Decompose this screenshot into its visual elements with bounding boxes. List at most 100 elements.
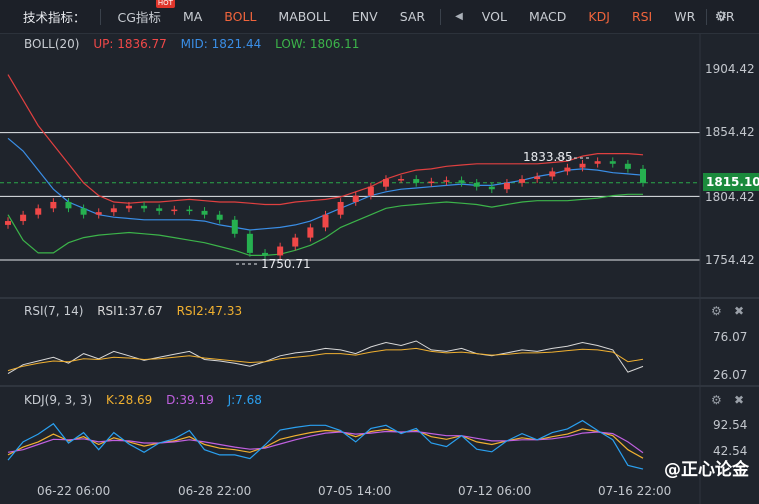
candle-body [640, 168, 646, 183]
boll-low-line [7, 193, 643, 256]
toolbar-item-rsi[interactable]: RSI [631, 9, 653, 24]
toolbar-item-macd[interactable]: MACD [528, 9, 567, 24]
candle-body [110, 208, 117, 213]
toolbar-item-env[interactable]: ENV [351, 9, 378, 24]
kdj-tick: 42.54 [713, 444, 748, 458]
candle-body [594, 161, 601, 164]
candle-body [50, 201, 57, 209]
candle-body [156, 208, 163, 211]
high-annotation: 1833.85 [523, 150, 573, 164]
candle-body [35, 208, 42, 215]
candle-body [201, 210, 208, 215]
kdj-lines [7, 419, 644, 470]
rsi1-value: RSI1:37.67 [97, 304, 163, 318]
boll-up-value: UP: 1836.77 [93, 37, 167, 51]
rsi2-value: RSI2:47.33 [176, 304, 243, 318]
price-tick: 1754.42 [705, 253, 755, 267]
hot-badge: HOT [155, 0, 175, 8]
key-levels [0, 132, 700, 261]
candle-body [458, 180, 465, 183]
price-tick: 1804.42 [705, 190, 755, 204]
candle-body [322, 214, 329, 228]
toolbar-item-vr[interactable]: VR [717, 9, 735, 24]
candle-body [216, 214, 223, 220]
rsi-tick: 26.07 [713, 368, 748, 382]
x-tick: 06-22 06:00 [37, 484, 111, 498]
candle-body [503, 182, 510, 190]
candle-body [262, 252, 269, 256]
kdj-tick: 92.54 [713, 418, 748, 432]
boll-legend: BOLL(20) UP: 1836.77 MID: 1821.44 LOW: 1… [24, 37, 369, 51]
candle-body [398, 179, 405, 181]
toolbar-item-boll[interactable]: BOLL [224, 9, 257, 24]
rsi-lines [7, 340, 644, 375]
gear-icon[interactable]: ⚙ [714, 9, 727, 25]
price-tick: 1854.42 [705, 125, 755, 139]
candle-body [579, 163, 586, 168]
candle-body [80, 208, 87, 215]
rsi2-line [7, 347, 644, 372]
kdj-j-value: J:7.68 [227, 393, 262, 407]
candle-body [428, 181, 435, 184]
candlesticks [5, 157, 646, 265]
toolbar-label: 技术指标： [23, 10, 86, 25]
kdj-close-icon[interactable]: ✖ [734, 393, 745, 407]
kdj-settings-icon[interactable]: ⚙ [711, 393, 722, 407]
candle-body [352, 195, 359, 202]
last-price-tag: 1815.10 [703, 173, 759, 191]
rsi-legend: RSI(7, 14) RSI1:37.67 RSI2:47.33 [24, 304, 252, 318]
x-tick: 06-28 22:00 [178, 484, 252, 498]
candle-body [231, 219, 238, 234]
kdj-j-line [7, 419, 644, 470]
scroll-left-icon[interactable]: ◀ [455, 11, 463, 22]
kdj-k-value: K:28.69 [106, 393, 153, 407]
candle-body [186, 209, 193, 212]
toolbar-item-sar[interactable]: SAR [399, 9, 426, 24]
kdj-name: KDJ(9, 3, 3) [24, 393, 93, 407]
toolbar-item-cg[interactable]: CG指标 HOT [117, 0, 175, 25]
candle-body [519, 179, 526, 183]
candle-body [443, 180, 450, 182]
low-annotation: 1750.71 [261, 257, 311, 271]
candle-body [473, 182, 480, 187]
boll-mid-value: MID: 1821.44 [180, 37, 262, 51]
indicator-toolbar: 技术指标： CG指标 HOT MA BOLL MABOLL ENV SAR ◀ V… [0, 0, 759, 34]
boll-name: BOLL(20) [24, 37, 80, 51]
rsi-tick: 76.07 [713, 330, 748, 344]
candle-body [488, 186, 495, 190]
rsi-settings-icon[interactable]: ⚙ [711, 304, 722, 318]
candle-body [534, 176, 541, 180]
candle-body [292, 237, 299, 247]
kdj-d-value: D:39.19 [166, 393, 214, 407]
candle-body [246, 233, 253, 253]
candle-body [609, 161, 616, 164]
candle-body [5, 221, 11, 225]
candle-body [382, 179, 389, 187]
candle-body [624, 163, 631, 169]
toolbar-item-maboll[interactable]: MABOLL [278, 9, 330, 24]
candle-body [125, 205, 132, 209]
candle-body [413, 179, 420, 183]
x-tick: 07-12 06:00 [458, 484, 532, 498]
candle-body [171, 209, 178, 212]
toolbar-divider [706, 9, 707, 25]
candle-body [307, 227, 314, 238]
boll-up-line [7, 74, 644, 206]
rsi-name: RSI(7, 14) [24, 304, 84, 318]
toolbar-item-kdj[interactable]: KDJ [588, 9, 610, 24]
candle-body [367, 186, 374, 196]
price-tick: 1904.42 [705, 62, 755, 76]
candle-body [549, 171, 556, 177]
x-tick: 07-16 22:00 [598, 484, 672, 498]
rsi-close-icon[interactable]: ✖ [734, 304, 745, 318]
candle-body [564, 167, 571, 172]
candle-body [20, 214, 27, 222]
toolbar-item-wr[interactable]: WR [674, 9, 696, 24]
toolbar-item-ma[interactable]: MA [182, 9, 203, 24]
kdj-legend: KDJ(9, 3, 3) K:28.69 D:39.19 J:7.68 [24, 393, 272, 407]
toolbar-divider [99, 8, 101, 25]
candle-body [95, 212, 102, 215]
boll-low-value: LOW: 1806.11 [275, 37, 360, 51]
toolbar-item-vol[interactable]: VOL [481, 9, 507, 24]
